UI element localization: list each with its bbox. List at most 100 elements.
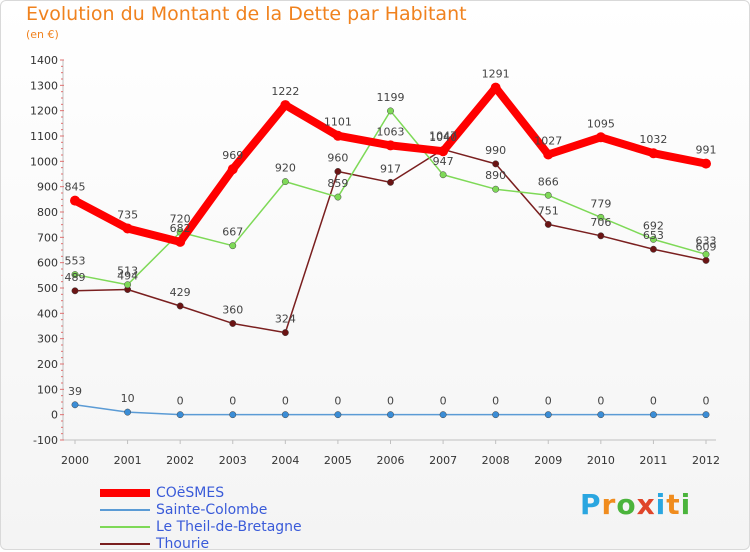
legend: COëSMES Sainte-Colombe Le Theil-de-Bretagn… (100, 484, 302, 552)
chart-axes: -100010020030040050060070080090010001100… (30, 54, 720, 467)
data-label: 990 (485, 144, 506, 157)
legend-item: Thourie (100, 535, 302, 552)
data-label: 0 (650, 395, 657, 408)
data-label: 0 (177, 395, 184, 408)
y-tick-label: 1400 (30, 54, 58, 67)
data-point (544, 411, 552, 419)
data-point (175, 236, 186, 247)
data-label: 0 (492, 395, 499, 408)
data-point (544, 191, 552, 199)
data-labels-layer: 845 735 682 969 1222 1101 1063 1040 1291 1027 1095… (65, 68, 717, 408)
legend-item: COëSMES (100, 484, 302, 501)
data-label: 1063 (377, 125, 405, 138)
legend-item: Le Theil-de-Bretagne (100, 518, 302, 535)
data-label: 429 (170, 286, 191, 299)
data-label: 720 (170, 212, 191, 225)
legend-swatch (100, 542, 150, 545)
data-point (281, 411, 289, 419)
legend-label: Sainte-Colombe (156, 501, 268, 518)
data-point (122, 223, 133, 234)
data-point (71, 271, 79, 279)
data-point (334, 168, 342, 175)
data-point (332, 130, 343, 141)
data-label: 609 (696, 240, 717, 253)
series-layer (70, 82, 711, 419)
x-tick-label: 2005 (324, 454, 352, 467)
data-label: 633 (696, 234, 717, 247)
x-tick-label: 2002 (166, 454, 194, 467)
legend-item: Sainte-Colombe (100, 501, 302, 518)
data-point (281, 178, 289, 186)
data-label: 1101 (324, 116, 352, 129)
legend-label: Le Theil-de-Bretagne (156, 518, 302, 535)
logo-letter: t (666, 488, 681, 521)
logo-letter: i (655, 488, 667, 521)
y-tick-label: 100 (37, 383, 58, 396)
logo-letter: i (680, 488, 692, 521)
data-label: 1027 (534, 134, 562, 147)
data-label: 682 (170, 222, 191, 235)
data-label: 779 (590, 197, 611, 210)
data-point (439, 411, 447, 419)
data-point (387, 107, 394, 115)
data-point (597, 213, 605, 221)
data-label: 0 (597, 395, 604, 408)
data-point (229, 411, 237, 419)
data-point (649, 411, 657, 419)
data-label: 360 (222, 303, 243, 316)
data-point (702, 411, 710, 419)
data-label: 0 (334, 395, 341, 408)
data-label: 960 (327, 151, 348, 164)
chart-subtitle: (en €) (26, 28, 59, 41)
logo-letter: x (636, 488, 656, 521)
data-label: 653 (643, 229, 664, 242)
data-label: 1199 (377, 91, 405, 104)
data-label: 0 (440, 395, 447, 408)
data-point (543, 149, 554, 160)
data-point (438, 146, 449, 157)
y-tick-label: -100 (33, 434, 58, 447)
logo-letter: r (601, 488, 617, 521)
data-label: 692 (643, 219, 664, 232)
data-point (597, 411, 605, 419)
data-label: 1047 (429, 129, 457, 142)
data-point (648, 148, 659, 159)
data-point (229, 320, 237, 327)
data-label: 1291 (482, 68, 510, 81)
data-label: 859 (327, 177, 348, 190)
x-tick-label: 2001 (114, 454, 142, 467)
data-label: 489 (65, 271, 86, 284)
data-label: 991 (696, 144, 717, 157)
x-tick-label: 2008 (482, 454, 510, 467)
data-point (176, 411, 184, 419)
x-tick-label: 2007 (429, 454, 457, 467)
y-tick-label: 300 (37, 333, 58, 346)
data-label: 0 (282, 395, 289, 408)
x-tick-label: 2010 (587, 454, 615, 467)
y-tick-label: 200 (37, 358, 58, 371)
data-label: 706 (590, 216, 611, 229)
proxiti-logo: Proxiti (580, 488, 691, 521)
data-label: 1040 (429, 131, 457, 144)
data-point (597, 232, 605, 240)
legend-label: COëSMES (156, 484, 225, 501)
y-tick-label: 0 (51, 409, 58, 422)
data-label: 735 (117, 208, 138, 221)
data-label: 1222 (271, 85, 299, 98)
y-tick-label: 600 (37, 257, 58, 270)
data-point (124, 281, 132, 289)
data-point (492, 411, 500, 419)
legend-swatch (100, 488, 150, 497)
data-label: 845 (65, 181, 86, 194)
data-label: 0 (703, 395, 710, 408)
chart-title: Evolution du Montant de la Dette par Hab… (26, 3, 467, 25)
y-tick-label: 900 (37, 181, 58, 194)
data-point (124, 408, 132, 416)
legend-swatch (100, 508, 150, 511)
x-tick-label: 2012 (692, 454, 720, 467)
data-label: 494 (117, 270, 138, 283)
data-point (649, 235, 657, 243)
y-tick-label: 1200 (30, 105, 58, 118)
data-label: 890 (485, 169, 506, 182)
data-label: 917 (380, 162, 401, 175)
